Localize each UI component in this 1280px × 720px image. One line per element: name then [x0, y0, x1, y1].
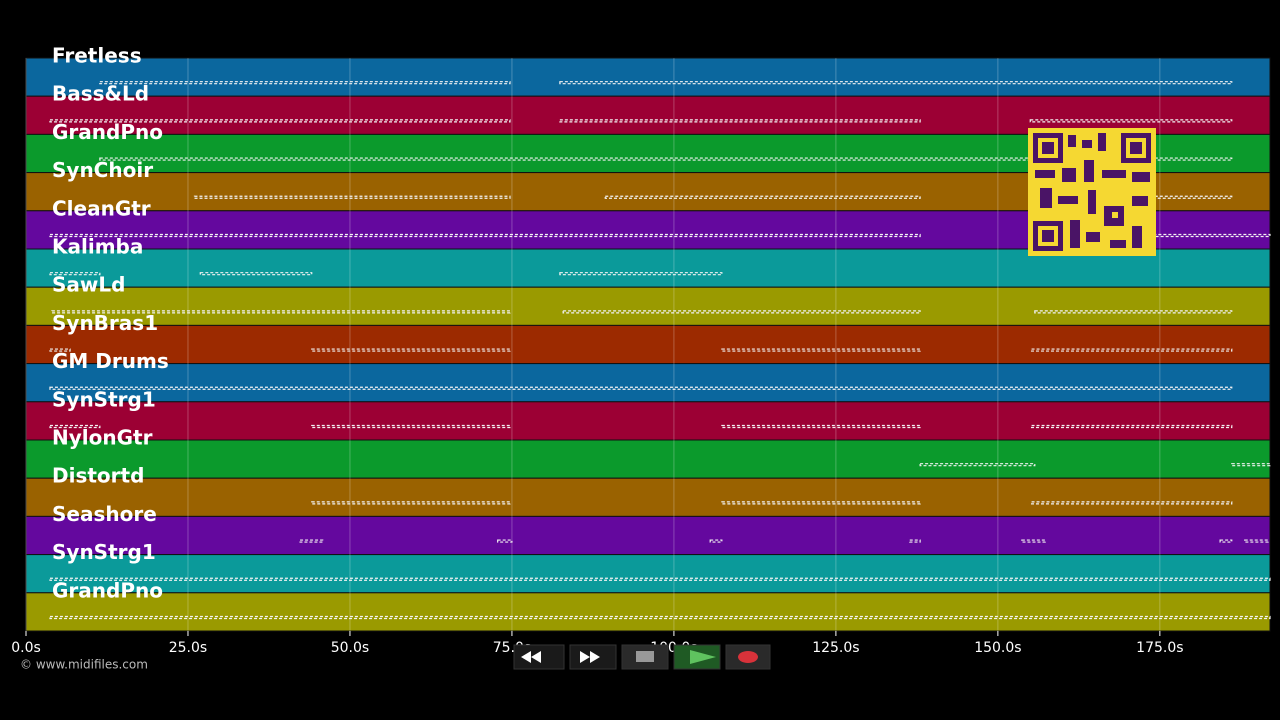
note-run: [559, 81, 1233, 85]
track-lane: [25, 554, 1271, 594]
note-run: [1034, 310, 1233, 314]
track-name: CleanGtr: [52, 196, 151, 220]
note-run: [299, 539, 324, 543]
note-run: [559, 272, 723, 276]
note-run: [49, 615, 1271, 620]
track-name: Distortd: [52, 464, 144, 488]
note-run: [99, 157, 1233, 161]
track-lane: [25, 57, 1271, 97]
note-run: [909, 539, 921, 543]
rewind-button[interactable]: [513, 644, 565, 670]
track-name: GrandPno: [52, 120, 163, 144]
note-run: [49, 386, 1233, 390]
note-run: [1030, 501, 1233, 505]
forward-button[interactable]: [569, 644, 617, 670]
track-lane: [25, 592, 1271, 632]
track-name: NylonGtr: [52, 426, 153, 450]
note-run: [1030, 424, 1233, 429]
note-run: [199, 272, 313, 276]
note-run: [49, 233, 921, 238]
tick-label: 25.0s: [169, 640, 207, 656]
note-run: [562, 310, 921, 314]
note-run: [193, 195, 511, 199]
tick-label: 150.0s: [974, 640, 1021, 656]
note-run: [49, 119, 511, 123]
track-name: SawLd: [52, 273, 125, 297]
track-lane: [25, 439, 1271, 479]
track-labels: Fretless Bass&Ld GrandPno SynChoir CleanGtr K…: [52, 44, 169, 603]
note-run: [49, 424, 101, 429]
track-name: GrandPno: [52, 578, 163, 602]
track-name: SynChoir: [52, 158, 153, 182]
note-run: [49, 577, 1271, 581]
note-run: [1219, 539, 1233, 543]
grid: [25, 58, 1161, 631]
note-run: [99, 81, 511, 85]
note-run: [919, 463, 1036, 467]
track-lane: [25, 363, 1271, 403]
track-name: GM Drums: [52, 349, 169, 373]
tick-label: 175.0s: [1136, 640, 1183, 656]
footer: © www.midifiles.com: [20, 658, 148, 672]
note-run: [1244, 539, 1269, 543]
tick-label: 50.0s: [331, 640, 369, 656]
tick-label: 0.0s: [11, 640, 41, 656]
track-lane: [25, 324, 1271, 365]
play-button[interactable]: [673, 644, 721, 670]
transport-controls: [513, 644, 771, 670]
notes: [49, 81, 1271, 620]
track-lane: [25, 286, 1271, 326]
note-run: [1029, 119, 1233, 123]
note-run: [559, 119, 921, 123]
note-run: [49, 272, 101, 276]
track-lane: [25, 401, 1271, 441]
tick-label: 125.0s: [812, 640, 859, 656]
track-name: SynBras1: [52, 311, 158, 335]
record-button[interactable]: [725, 644, 771, 670]
track-name: Seashore: [52, 502, 157, 526]
note-run: [709, 539, 723, 543]
track-name: Fretless: [52, 44, 142, 68]
note-run: [497, 539, 513, 543]
qr-code: [1028, 128, 1156, 256]
track-name: Kalimba: [52, 235, 143, 259]
track-name: SynStrg1: [52, 540, 156, 564]
note-run: [604, 195, 921, 199]
track-lane: [25, 477, 1271, 517]
time-axis: 0.0s25.0s50.0s75.0s100.0s125.0s150.0s175…: [11, 631, 1184, 656]
track-lane: [25, 515, 1271, 556]
track-name: Bass&Ld: [52, 82, 149, 106]
track-name: SynStrg1: [52, 387, 156, 411]
note-run: [49, 348, 71, 352]
note-run: [1021, 539, 1046, 543]
note-run: [1030, 348, 1233, 352]
stop-button[interactable]: [621, 644, 669, 670]
